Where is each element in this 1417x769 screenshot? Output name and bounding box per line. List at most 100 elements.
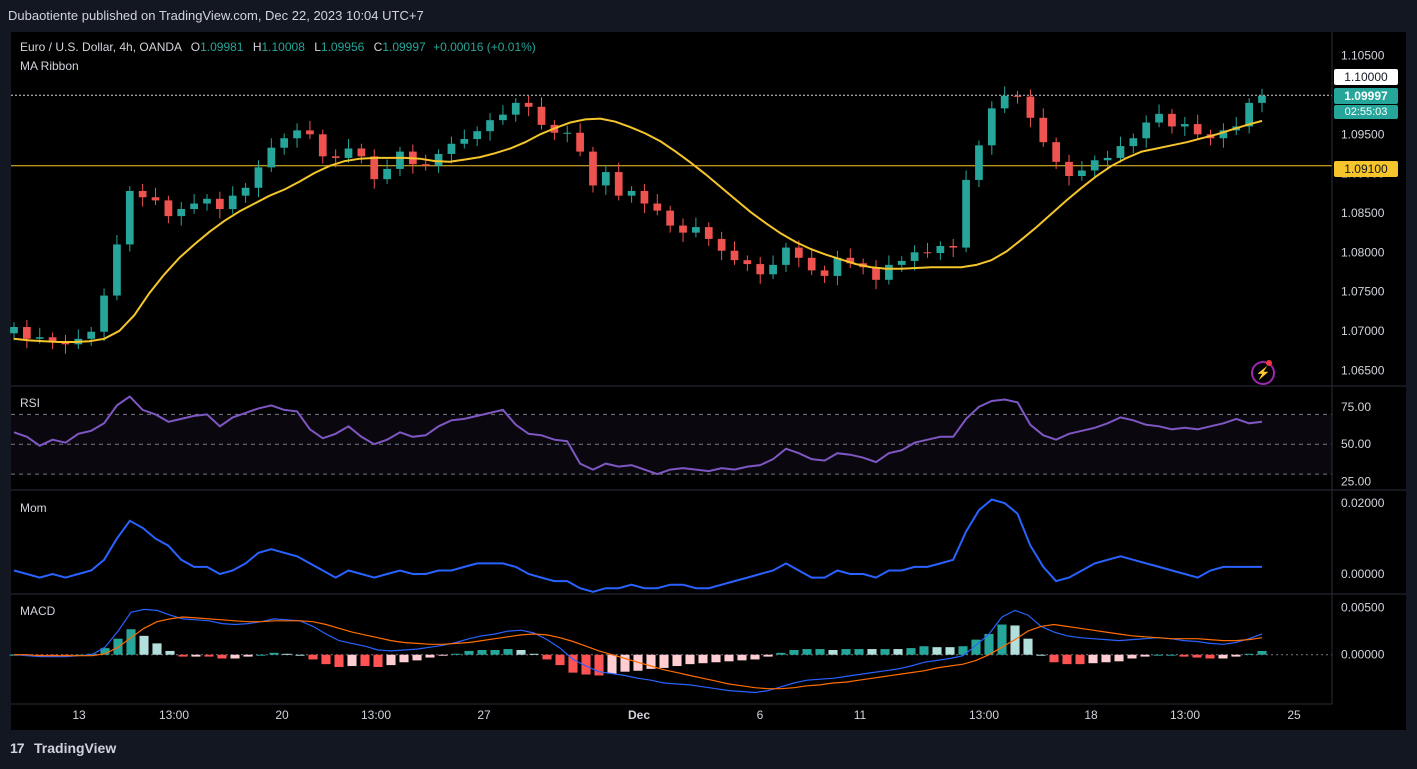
candle-body bbox=[872, 267, 880, 280]
candle-body bbox=[537, 106, 546, 125]
candle-body bbox=[1219, 130, 1228, 139]
candle-body bbox=[614, 172, 623, 196]
rsi-tick: 25.00 bbox=[1341, 475, 1371, 489]
candle-body bbox=[679, 225, 687, 233]
candle-body bbox=[100, 295, 108, 332]
signal-line bbox=[14, 616, 1263, 690]
time-tick: 13:00 bbox=[159, 708, 189, 722]
time-tick: 27 bbox=[477, 708, 491, 722]
ma-ribbon-line bbox=[13, 117, 1263, 343]
current-price-tag: 1.09997 bbox=[1334, 88, 1398, 104]
macd-histogram-bar bbox=[1036, 654, 1046, 656]
tradingview-logo[interactable]: 17 TradingView bbox=[10, 740, 116, 756]
candle-body bbox=[61, 341, 70, 345]
macd-histogram-bar bbox=[854, 649, 864, 655]
macd-line bbox=[13, 608, 1263, 694]
candle-body bbox=[511, 102, 520, 115]
macd-histogram-bar bbox=[659, 654, 669, 668]
macd-histogram-bar bbox=[516, 650, 526, 655]
macd-title[interactable]: MACD bbox=[20, 604, 56, 618]
candle-body bbox=[1103, 157, 1112, 161]
open-value: 1.09981 bbox=[200, 40, 244, 54]
candle-body bbox=[987, 108, 996, 146]
candle-body bbox=[10, 327, 18, 334]
candle-body bbox=[447, 143, 456, 154]
candle-body bbox=[318, 134, 327, 157]
candle-body bbox=[627, 190, 636, 196]
ma-ribbon-label[interactable]: MA Ribbon bbox=[20, 59, 79, 73]
macd-histogram-bar bbox=[672, 654, 682, 667]
price-tick: 1.08500 bbox=[1341, 206, 1385, 220]
candle-body bbox=[1039, 117, 1048, 143]
macd-histogram-bar bbox=[191, 654, 201, 657]
macd-histogram-bar bbox=[958, 646, 968, 655]
macd-histogram-bar bbox=[724, 654, 734, 662]
candle-body bbox=[1193, 124, 1202, 135]
macd-histogram-bar bbox=[542, 654, 552, 660]
macd-histogram-bar bbox=[776, 652, 786, 655]
macd-histogram-bar bbox=[139, 635, 149, 655]
macd-histogram-bar bbox=[1179, 654, 1189, 657]
macd-histogram-bar bbox=[1231, 654, 1241, 657]
candle-body bbox=[936, 246, 945, 254]
macd-histogram-bar bbox=[945, 647, 955, 655]
macd-histogram-bar bbox=[269, 652, 279, 655]
time-tick: Dec bbox=[628, 708, 650, 722]
alert-bolt-icon[interactable]: ⚡ bbox=[1251, 361, 1275, 385]
candle-body bbox=[756, 264, 765, 275]
range-price-label: 1.10000 bbox=[1334, 69, 1398, 85]
macd-histogram-bar bbox=[347, 654, 357, 667]
macd-histogram-bar bbox=[1075, 654, 1085, 665]
candle-body bbox=[794, 247, 803, 258]
candle-body bbox=[48, 337, 57, 342]
candle-body bbox=[151, 197, 160, 201]
candle-body bbox=[717, 238, 726, 251]
macd-histogram-bar bbox=[802, 649, 812, 655]
candle-body bbox=[1155, 113, 1163, 123]
time-tick: 25 bbox=[1287, 708, 1301, 722]
time-tick: 13:00 bbox=[1170, 708, 1200, 722]
mom-tick: 0.00000 bbox=[1341, 567, 1385, 581]
macd-tick: 0.00000 bbox=[1341, 648, 1385, 662]
time-tick: 6 bbox=[757, 708, 764, 722]
candle-body bbox=[113, 244, 121, 296]
price-tick: 1.09500 bbox=[1341, 127, 1385, 141]
axes: 1.105001.100001.095001.090001.085001.080… bbox=[11, 32, 1406, 722]
symbol-legend[interactable]: Euro / U.S. Dollar, 4h, OANDA O1.09981 H… bbox=[20, 40, 536, 54]
alert-dot-icon bbox=[1266, 360, 1272, 366]
macd-histogram-bar bbox=[451, 653, 461, 655]
rsi-band-fill bbox=[11, 414, 1332, 475]
close-label: C bbox=[373, 40, 383, 54]
time-tick: 13:00 bbox=[969, 708, 999, 722]
rsi-title[interactable]: RSI bbox=[20, 396, 41, 410]
candle-body bbox=[1052, 142, 1061, 162]
price-tick: 1.07000 bbox=[1341, 324, 1385, 338]
candle-body bbox=[306, 130, 314, 135]
macd-histogram-bar bbox=[477, 650, 487, 655]
macd-histogram-bar bbox=[295, 654, 305, 656]
candle-countdown: 02:55:03 bbox=[1334, 105, 1398, 119]
candle-body bbox=[1090, 160, 1099, 171]
candle-body bbox=[730, 250, 739, 261]
macd-histogram-bar bbox=[386, 654, 396, 666]
candle-body bbox=[807, 257, 816, 271]
candle-body bbox=[769, 264, 777, 275]
mom-title[interactable]: Mom bbox=[20, 501, 47, 515]
candle-body bbox=[524, 102, 533, 107]
macd-histogram-bar bbox=[464, 650, 474, 655]
time-tick: 11 bbox=[854, 708, 867, 722]
chart-area[interactable] bbox=[11, 32, 1406, 730]
candle-body bbox=[421, 164, 430, 166]
candle-body bbox=[1168, 113, 1176, 127]
price-tick: 1.07500 bbox=[1341, 285, 1385, 299]
candle-body bbox=[1180, 124, 1189, 127]
time-tick: 20 bbox=[275, 708, 289, 722]
rsi-tick: 50.00 bbox=[1341, 437, 1371, 451]
macd-histogram-bar bbox=[919, 646, 929, 655]
candle-body bbox=[87, 331, 96, 339]
macd-histogram-bar bbox=[425, 654, 435, 658]
macd-histogram-bar bbox=[698, 654, 708, 664]
candle-body bbox=[241, 187, 250, 196]
macd-histogram-bar bbox=[438, 654, 448, 656]
